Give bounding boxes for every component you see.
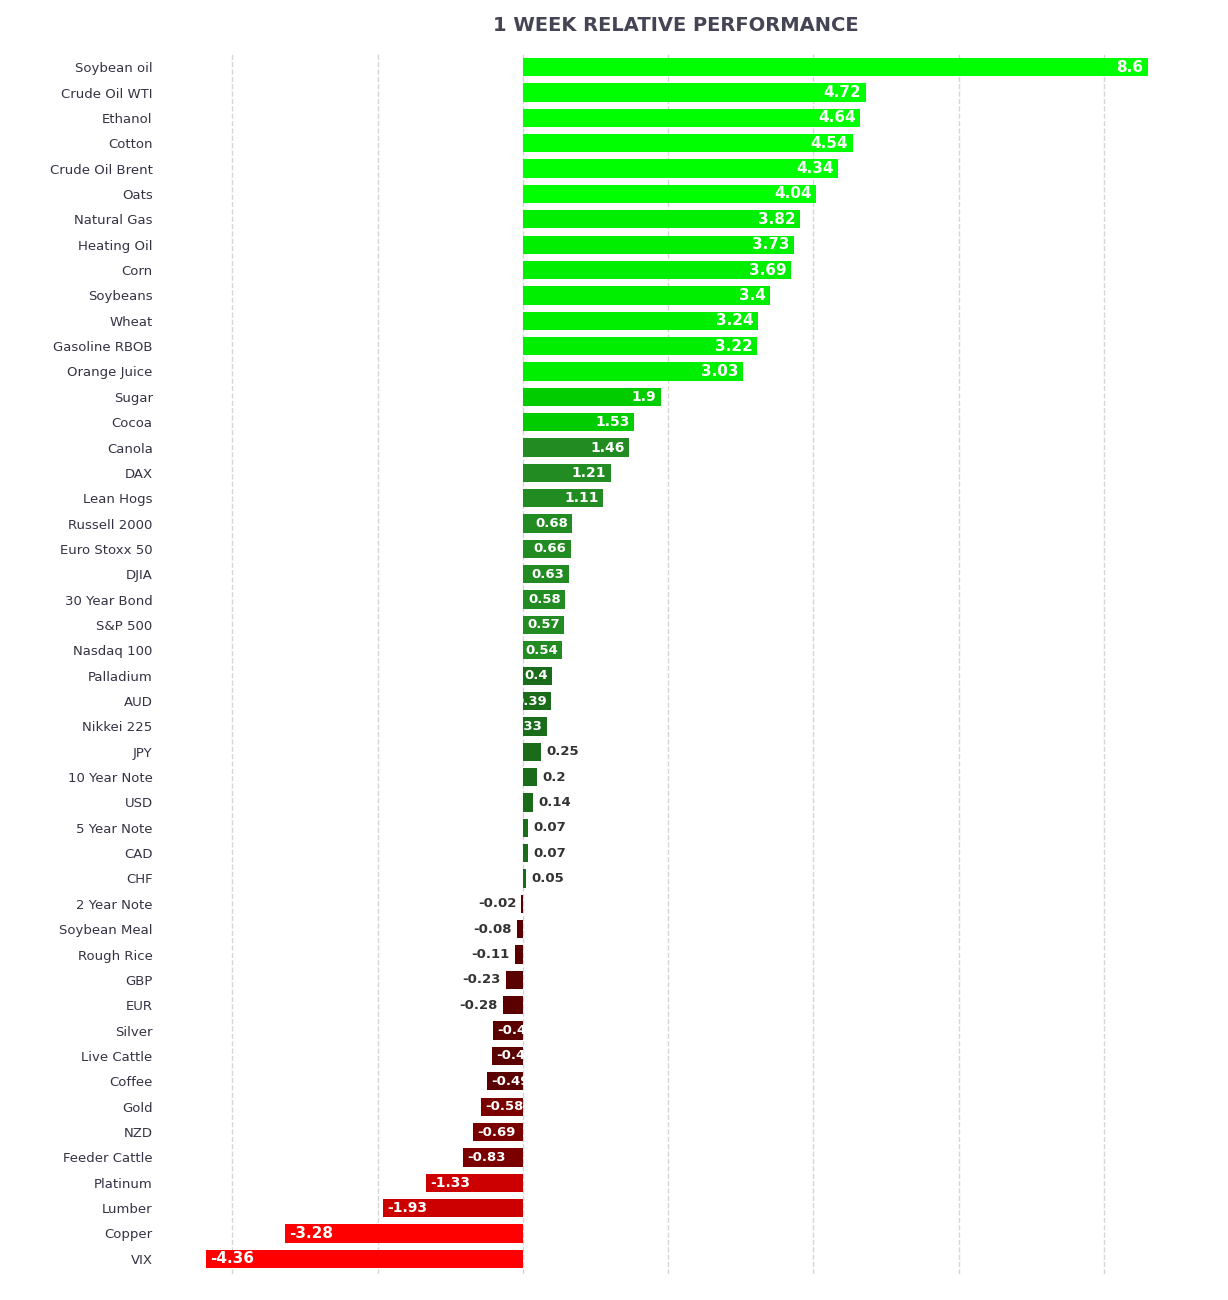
Bar — [480, 1097, 523, 1115]
Bar — [523, 58, 1148, 77]
Bar — [506, 971, 523, 989]
Text: 3.69: 3.69 — [749, 263, 787, 277]
Text: 0.05: 0.05 — [532, 872, 565, 885]
Bar — [523, 312, 758, 330]
Text: -0.58: -0.58 — [485, 1100, 523, 1113]
Text: 1.21: 1.21 — [572, 465, 607, 480]
Text: 0.25: 0.25 — [546, 745, 578, 758]
Bar — [523, 870, 527, 888]
Text: 3.24: 3.24 — [716, 313, 754, 328]
Bar — [473, 1123, 523, 1141]
Text: 0.68: 0.68 — [535, 517, 567, 530]
Text: 0.39: 0.39 — [515, 694, 546, 707]
Text: 3.82: 3.82 — [759, 212, 796, 226]
Bar — [523, 667, 551, 685]
Text: 1.46: 1.46 — [591, 441, 625, 455]
Bar — [523, 438, 629, 456]
Bar — [523, 641, 562, 659]
Bar — [383, 1199, 523, 1217]
Bar — [523, 768, 538, 786]
Bar — [523, 235, 793, 254]
Text: 0.07: 0.07 — [533, 846, 566, 859]
Text: 4.04: 4.04 — [775, 186, 812, 202]
Bar — [522, 894, 523, 913]
Text: 3.22: 3.22 — [715, 338, 753, 354]
Bar — [523, 616, 564, 634]
Bar — [523, 286, 770, 304]
Text: 4.72: 4.72 — [824, 84, 861, 100]
Text: 0.07: 0.07 — [533, 822, 566, 835]
Text: -0.11: -0.11 — [472, 948, 510, 961]
Bar — [523, 337, 756, 355]
Bar — [502, 996, 523, 1014]
Bar — [523, 819, 528, 837]
Text: 1.53: 1.53 — [596, 415, 630, 429]
Bar — [523, 83, 866, 101]
Text: 0.33: 0.33 — [510, 720, 543, 733]
Text: -0.83: -0.83 — [467, 1150, 506, 1164]
Text: 0.58: 0.58 — [528, 593, 561, 606]
Bar — [523, 387, 661, 406]
Text: -0.02: -0.02 — [478, 897, 516, 910]
Bar — [206, 1249, 523, 1268]
Text: -0.23: -0.23 — [463, 974, 501, 987]
Bar — [517, 920, 523, 939]
Title: 1 WEEK RELATIVE PERFORMANCE: 1 WEEK RELATIVE PERFORMANCE — [492, 16, 858, 35]
Bar — [523, 540, 571, 558]
Text: 4.34: 4.34 — [796, 161, 834, 176]
Text: 3.73: 3.73 — [752, 237, 790, 252]
Bar — [523, 160, 839, 178]
Text: 3.03: 3.03 — [701, 364, 738, 378]
Text: 0.4: 0.4 — [524, 670, 548, 682]
Bar — [523, 515, 572, 533]
Bar — [523, 692, 551, 710]
Text: -0.08: -0.08 — [474, 923, 512, 936]
Text: -4.36: -4.36 — [210, 1252, 254, 1266]
Bar — [523, 844, 528, 862]
Bar — [523, 211, 801, 229]
Bar — [494, 1022, 523, 1040]
Text: 4.54: 4.54 — [810, 135, 849, 151]
Text: 3.4: 3.4 — [738, 287, 765, 303]
Text: -3.28: -3.28 — [289, 1226, 333, 1241]
Bar — [523, 718, 546, 736]
Text: -0.42: -0.42 — [496, 1049, 535, 1062]
Text: -1.93: -1.93 — [387, 1201, 427, 1216]
Bar — [426, 1174, 523, 1192]
Bar — [515, 945, 523, 963]
Text: 0.66: 0.66 — [533, 542, 566, 555]
Text: 4.64: 4.64 — [818, 111, 856, 125]
Text: -0.49: -0.49 — [491, 1075, 530, 1088]
Text: -0.69: -0.69 — [478, 1126, 516, 1139]
Bar — [463, 1148, 523, 1166]
Text: 0.63: 0.63 — [532, 568, 564, 581]
Text: 1.11: 1.11 — [565, 491, 599, 506]
Bar — [523, 261, 791, 280]
Text: -1.33: -1.33 — [431, 1175, 470, 1190]
Bar — [492, 1046, 523, 1065]
Text: 0.2: 0.2 — [543, 771, 566, 784]
Bar — [523, 566, 569, 584]
Text: 0.14: 0.14 — [538, 796, 571, 809]
Bar — [523, 185, 817, 203]
Text: 8.6: 8.6 — [1116, 60, 1143, 74]
Text: -0.28: -0.28 — [459, 998, 497, 1011]
Bar — [523, 489, 603, 507]
Bar — [285, 1225, 523, 1243]
Bar — [523, 742, 542, 760]
Text: 0.57: 0.57 — [527, 619, 560, 632]
Bar — [523, 590, 565, 608]
Bar — [488, 1072, 523, 1091]
Text: 0.54: 0.54 — [524, 644, 558, 656]
Bar — [523, 363, 743, 381]
Text: -0.41: -0.41 — [497, 1024, 535, 1037]
Bar — [523, 109, 860, 127]
Bar — [523, 793, 533, 811]
Bar — [523, 413, 634, 432]
Bar — [523, 134, 852, 152]
Bar — [523, 464, 610, 482]
Text: 1.9: 1.9 — [632, 390, 657, 404]
